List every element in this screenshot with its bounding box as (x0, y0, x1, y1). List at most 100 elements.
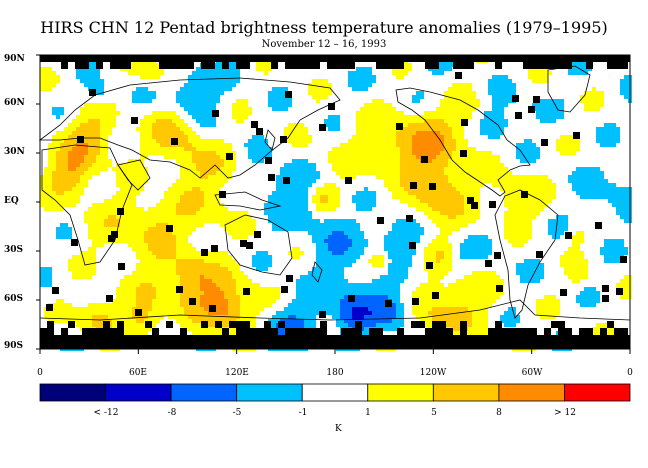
field-cell (280, 171, 284, 175)
field-cell (384, 155, 388, 159)
field-cell (156, 283, 160, 287)
field-cell (100, 303, 104, 307)
field-cell (252, 259, 256, 263)
field-cell (304, 211, 308, 215)
field-cell (228, 67, 232, 71)
field-cell (436, 147, 440, 151)
field-cell (184, 147, 188, 151)
field-cell (460, 199, 464, 203)
field-cell (188, 95, 192, 99)
field-cell (220, 291, 224, 295)
field-cell (228, 227, 232, 231)
field-cell (472, 171, 476, 175)
field-cell (172, 151, 176, 155)
field-cell (480, 159, 484, 163)
field-cell (124, 207, 128, 211)
field-cell (148, 139, 152, 143)
field-cell (564, 267, 568, 271)
field-cell (88, 275, 92, 279)
field-cell (488, 151, 492, 155)
field-cell (432, 299, 436, 303)
field-cell (368, 155, 372, 159)
field-cell (272, 91, 276, 95)
field-cell (500, 163, 504, 167)
field-cell (200, 79, 204, 83)
field-cell (308, 279, 312, 283)
field-cell (108, 115, 112, 119)
field-cell (292, 179, 296, 183)
field-cell (296, 211, 300, 215)
field-cell (268, 67, 272, 71)
field-cell (620, 91, 624, 95)
field-cell (88, 67, 92, 71)
field-cell (428, 195, 432, 199)
field-cell (356, 195, 360, 199)
field-cell (92, 271, 96, 275)
field-cell (452, 291, 456, 295)
field-cell (104, 215, 108, 219)
field-cell (176, 235, 180, 239)
field-cell (212, 151, 216, 155)
field-cell (300, 171, 304, 175)
field-cell (612, 191, 616, 195)
field-cell (540, 183, 544, 187)
field-cell (128, 183, 132, 187)
field-cell (404, 239, 408, 243)
field-cell (144, 239, 148, 243)
field-cell (168, 131, 172, 135)
field-cell (464, 179, 468, 183)
field-cell (572, 67, 576, 71)
field-cell (380, 127, 384, 131)
field-cell (164, 251, 168, 255)
field-cell (132, 91, 136, 95)
field-cell (528, 267, 532, 271)
field-cell (436, 171, 440, 175)
field-cell (64, 307, 68, 311)
field-cell (516, 143, 520, 147)
field-cell (48, 71, 52, 75)
field-cell (396, 259, 400, 263)
field-cell (548, 191, 552, 195)
field-cell (148, 219, 152, 223)
field-cell (484, 155, 488, 159)
field-cell (172, 295, 176, 299)
field-cell (500, 107, 504, 111)
field-cell (188, 179, 192, 183)
field-cell (84, 139, 88, 143)
field-cell (408, 255, 412, 259)
field-cell (616, 203, 620, 207)
field-cell (148, 259, 152, 263)
field-cell (448, 247, 452, 251)
field-cell (440, 223, 444, 227)
field-cell (172, 283, 176, 287)
field-cell (72, 147, 76, 151)
field-cell (56, 191, 60, 195)
field-cell (88, 231, 92, 235)
field-cell (72, 307, 76, 311)
field-cell (172, 231, 176, 235)
field-cell (520, 183, 524, 187)
field-cell (528, 259, 532, 263)
field-cell (400, 135, 404, 139)
field-cell (276, 175, 280, 179)
field-cell (376, 163, 380, 167)
field-cell (408, 167, 412, 171)
field-cell (236, 231, 240, 235)
field-cell (180, 143, 184, 147)
field-cell (104, 131, 108, 135)
field-cell (472, 247, 476, 251)
field-cell (204, 267, 208, 271)
field-cell (296, 191, 300, 195)
field-cell (264, 143, 268, 147)
field-cell (400, 303, 404, 307)
field-cell (348, 227, 352, 231)
field-cell (216, 175, 220, 179)
field-cell (508, 95, 512, 99)
field-cell (488, 295, 492, 299)
field-cell (448, 215, 452, 219)
field-cell (468, 211, 472, 215)
field-cell (400, 235, 404, 239)
field-cell (116, 167, 120, 171)
field-cell (528, 151, 532, 155)
field-cell (164, 131, 168, 135)
